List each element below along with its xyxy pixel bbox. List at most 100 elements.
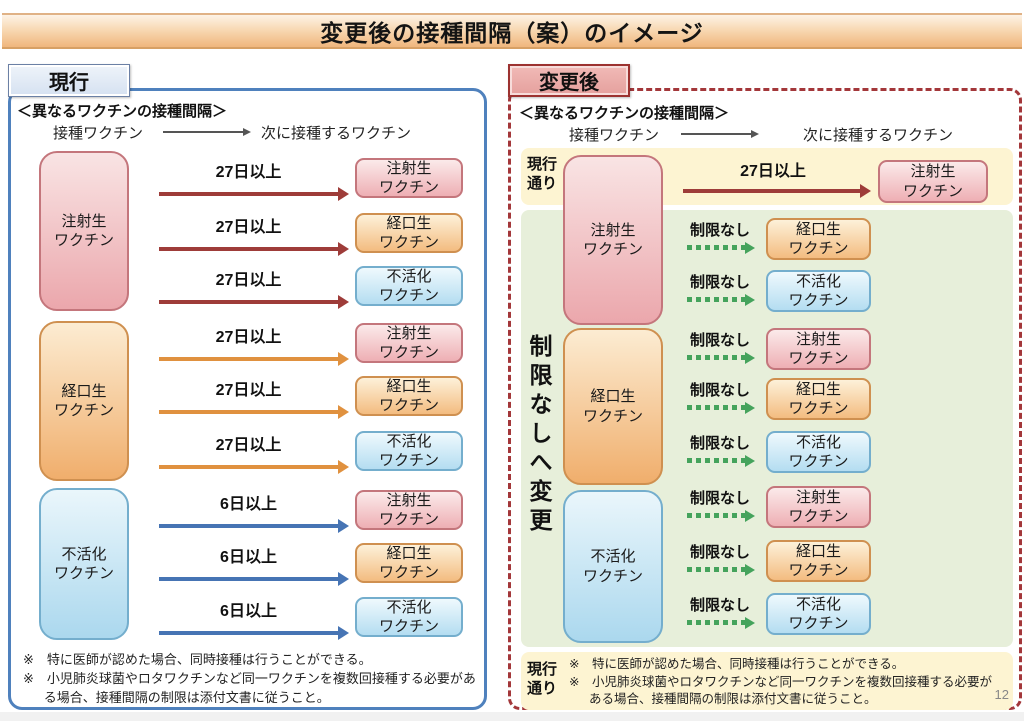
target-box: 注射生 ワクチン bbox=[878, 160, 988, 203]
arrow-right-icon bbox=[683, 184, 871, 198]
target-box-label: 経口生 ワクチン bbox=[788, 380, 849, 418]
target-box: 経口生 ワクチン bbox=[766, 218, 871, 260]
target-box: 経口生 ワクチン bbox=[355, 376, 463, 416]
page-title: 変更後の接種間隔（案）のイメージ bbox=[320, 20, 704, 46]
to-vaccine-label: 次に接種するワクチン bbox=[261, 125, 412, 142]
slide-title-band: 変更後の接種間隔（案）のイメージ bbox=[2, 13, 1022, 49]
source-box-label: 経口生 ワクチン bbox=[53, 382, 114, 420]
target-box: 不活化 ワクチン bbox=[355, 597, 463, 637]
tab-after: 変更後 bbox=[508, 64, 630, 97]
arrow-right-icon bbox=[159, 519, 349, 533]
target-box-label: 注射生 ワクチン bbox=[378, 491, 439, 529]
panel-current: ＜異なるワクチンの接種間隔＞ 接種ワクチン 次に接種するワクチン 注射生 ワクチ… bbox=[8, 88, 487, 710]
arrow-right-icon bbox=[159, 352, 349, 366]
arrow-right-icon bbox=[159, 460, 349, 474]
target-box: 不活化 ワクチン bbox=[766, 593, 871, 635]
tab-current-label: 現行 bbox=[49, 72, 89, 94]
header-arrow-icon bbox=[681, 127, 759, 141]
interval-label: 27日以上 bbox=[215, 382, 282, 399]
no-restriction-label: 制限なし bbox=[689, 332, 750, 349]
interval-label: 27日以上 bbox=[215, 219, 282, 236]
bottom-strip bbox=[0, 712, 1024, 721]
target-box-label: 経口生 ワクチン bbox=[788, 220, 849, 258]
target-box-label: 不活化 ワクチン bbox=[378, 267, 439, 305]
footnotes: ※ 特に医師が認めた場合、同時接種は行うことができる。 ※ 小児肺炎球菌やロタワ… bbox=[23, 651, 481, 708]
interval-label: 27日以上 bbox=[215, 272, 282, 289]
dashed-arrow-right-icon bbox=[687, 454, 755, 468]
no-restriction-label: 制限なし bbox=[689, 597, 750, 614]
interval-label: 6日以上 bbox=[220, 496, 277, 513]
arrow-right-icon bbox=[159, 295, 349, 309]
no-restriction-label: 制限なし bbox=[689, 435, 750, 452]
source-box-label: 注射生 ワクチン bbox=[53, 212, 114, 250]
footnotes: ※ 特に医師が認めた場合、同時接種は行うことができる。 ※ 小児肺炎球菌やロタワ… bbox=[569, 656, 993, 709]
target-box: 経口生 ワクチン bbox=[355, 543, 463, 583]
target-box-label: 経口生 ワクチン bbox=[788, 542, 849, 580]
arrow-right-icon bbox=[159, 405, 349, 419]
target-box-label: 注射生 ワクチン bbox=[378, 324, 439, 362]
no-restriction-label: 制限なし bbox=[689, 490, 750, 507]
arrow-right-icon bbox=[159, 626, 349, 640]
target-box: 注射生 ワクチン bbox=[766, 486, 871, 528]
from-vaccine-label: 接種ワクチン bbox=[569, 127, 660, 144]
target-box-label: 不活化 ワクチン bbox=[378, 598, 439, 636]
target-box-label: 経口生 ワクチン bbox=[378, 377, 439, 415]
target-box: 不活化 ワクチン bbox=[766, 431, 871, 473]
target-box: 注射生 ワクチン bbox=[355, 323, 463, 363]
no-restriction-label: 制限なし bbox=[689, 544, 750, 561]
target-box: 不活化 ワクチン bbox=[355, 266, 463, 306]
interval-label: 27日以上 bbox=[740, 163, 806, 180]
target-box: 不活化 ワクチン bbox=[766, 270, 871, 312]
dashed-arrow-right-icon bbox=[687, 241, 755, 255]
to-vaccine-label: 次に接種するワクチン bbox=[803, 127, 954, 144]
interval-label: 6日以上 bbox=[220, 549, 277, 566]
arrow-right-icon bbox=[159, 572, 349, 586]
footnote: ※ 小児肺炎球菌やロタワクチンなど同一ワクチンを複数回接種する必要がある場合、接… bbox=[23, 670, 476, 705]
band-current-as-is-bottom bbox=[521, 652, 1013, 710]
target-box-label: 注射生 ワクチン bbox=[902, 163, 963, 200]
tab-after-label: 変更後 bbox=[539, 72, 599, 94]
change-to-no-restriction-label: 制限なしへ変更 bbox=[526, 334, 552, 537]
target-box: 不活化 ワクチン bbox=[355, 431, 463, 471]
footnote: ※ 特に医師が認めた場合、同時接種は行うことができる。 bbox=[23, 652, 372, 667]
dashed-arrow-right-icon bbox=[687, 293, 755, 307]
target-box-label: 不活化 ワクチン bbox=[788, 433, 849, 471]
source-box-label: 不活化 ワクチン bbox=[582, 548, 643, 585]
no-restriction-label: 制限なし bbox=[689, 222, 750, 239]
section-title: ＜異なるワクチンの接種間隔＞ bbox=[519, 105, 730, 122]
interval-label: 27日以上 bbox=[215, 329, 282, 346]
dashed-arrow-right-icon bbox=[687, 563, 755, 577]
current-as-is-label: 現行通り bbox=[527, 156, 558, 192]
target-box-label: 注射生 ワクチン bbox=[378, 159, 439, 197]
dashed-arrow-right-icon bbox=[687, 401, 755, 415]
target-box-label: 経口生 ワクチン bbox=[378, 544, 439, 582]
arrow-right-icon bbox=[159, 242, 349, 256]
no-restriction-label: 制限なし bbox=[689, 382, 750, 399]
dashed-arrow-right-icon bbox=[687, 616, 755, 630]
target-box: 注射生 ワクチン bbox=[355, 490, 463, 530]
target-box-label: 不活化 ワクチン bbox=[788, 272, 849, 310]
interval-label: 27日以上 bbox=[215, 437, 282, 454]
source-box-live-oral: 経口生 ワクチン bbox=[39, 321, 129, 481]
dashed-arrow-right-icon bbox=[687, 351, 755, 365]
target-box-label: 注射生 ワクチン bbox=[788, 488, 849, 526]
target-box-label: 不活化 ワクチン bbox=[788, 595, 849, 633]
interval-label: 27日以上 bbox=[215, 164, 282, 181]
source-box-inactivated: 不活化 ワクチン bbox=[39, 488, 129, 640]
section-title: ＜異なるワクチンの接種間隔＞ bbox=[17, 103, 228, 120]
interval-label: 6日以上 bbox=[220, 603, 277, 620]
source-box-live-injection: 注射生 ワクチン bbox=[563, 155, 663, 325]
dashed-arrow-right-icon bbox=[687, 509, 755, 523]
footnote: ※ 特に医師が認めた場合、同時接種は行うことができる。 bbox=[569, 657, 905, 671]
footnote: ※ 小児肺炎球菌やロタワクチンなど同一ワクチンを複数回接種する必要がある場合、接… bbox=[569, 674, 992, 707]
source-box-label: 経口生 ワクチン bbox=[582, 388, 643, 425]
arrow-right-icon bbox=[159, 187, 349, 201]
target-box-label: 経口生 ワクチン bbox=[378, 214, 439, 252]
target-box: 経口生 ワクチン bbox=[766, 540, 871, 582]
current-as-is-label: 現行通り bbox=[527, 661, 558, 697]
source-box-label: 注射生 ワクチン bbox=[582, 221, 643, 259]
target-box-label: 注射生 ワクチン bbox=[788, 330, 849, 368]
panel-after: ＜異なるワクチンの接種間隔＞ 接種ワクチン 次に接種するワクチン 現行通り 制限… bbox=[508, 88, 1022, 710]
target-box: 注射生 ワクチン bbox=[766, 328, 871, 370]
target-box: 経口生 ワクチン bbox=[766, 378, 871, 420]
